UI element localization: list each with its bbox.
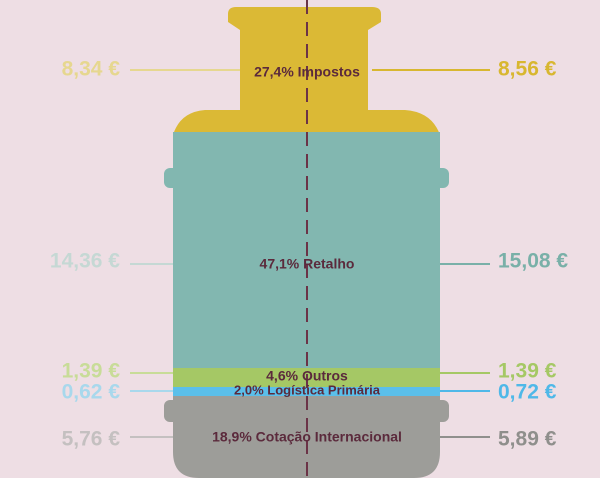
value-before: 8,34 € — [62, 58, 121, 81]
value-after: 15,08 € — [498, 250, 568, 273]
segment-label: 2,0% Logística Primária — [234, 382, 381, 397]
value-after: 5,89 € — [498, 428, 557, 451]
body-cotacao — [173, 396, 440, 478]
segment-label: 47,1% Retalho — [260, 256, 355, 272]
value-before: 14,36 € — [50, 250, 120, 273]
value-before: 5,76 € — [62, 428, 121, 451]
value-after: 0,72 € — [498, 381, 557, 404]
body-logistica — [173, 387, 440, 396]
value-before: 0,62 € — [62, 381, 121, 404]
segment-label: 18,9% Cotação Internacional — [212, 429, 402, 445]
value-before: 1,39 € — [62, 360, 121, 383]
valve — [228, 7, 381, 110]
value-after: 8,56 € — [498, 58, 557, 81]
segment-label: 27,4% Impostos — [254, 64, 360, 80]
value-after: 1,39 € — [498, 360, 557, 383]
segment-label: 4,6% Outros — [266, 368, 348, 384]
